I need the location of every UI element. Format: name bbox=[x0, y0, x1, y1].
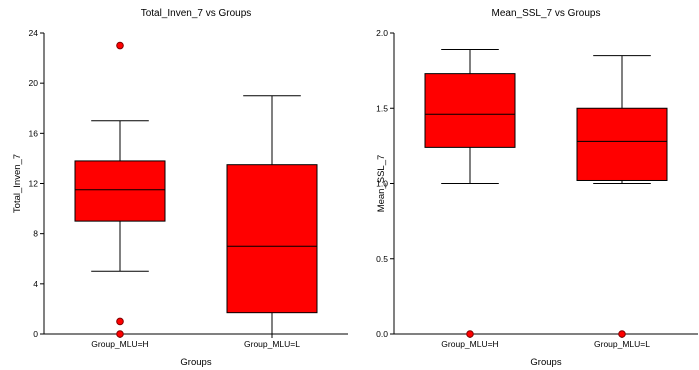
y-tick-label: 1.5 bbox=[376, 103, 388, 113]
y-tick-label: 0.0 bbox=[376, 329, 388, 339]
chart-title: Total_Inven_7 vs Groups bbox=[141, 8, 252, 19]
x-axis-label: Groups bbox=[180, 357, 211, 368]
x-tick-label: Group_MLU=H bbox=[91, 339, 148, 349]
y-tick-label: 1.0 bbox=[376, 179, 388, 189]
outlier-point bbox=[466, 330, 474, 338]
y-tick-label: 4 bbox=[33, 279, 38, 289]
chart-title: Mean_SSL_7 vs Groups bbox=[492, 8, 601, 19]
outlier-point bbox=[116, 41, 124, 50]
box-2 bbox=[226, 95, 318, 335]
chart-panel-1: Total_Inven_7 vs Groups 0 4 8 12 16 20 24 Group_… bbox=[12, 8, 348, 368]
y-axis-label: Total_Inven_7 bbox=[12, 154, 23, 213]
box-2 bbox=[576, 55, 668, 338]
x-tick-label: Group_MLU=L bbox=[244, 339, 300, 349]
box-1 bbox=[424, 49, 516, 338]
y-tick-label: 0 bbox=[33, 329, 38, 339]
outlier-point bbox=[116, 330, 124, 338]
y-tick-label: 2.0 bbox=[376, 28, 388, 38]
y-tick-label: 0.5 bbox=[376, 254, 388, 264]
y-tick-label: 20 bbox=[29, 78, 39, 88]
y-tick-label: 12 bbox=[29, 179, 39, 189]
x-axis-label: Groups bbox=[530, 357, 561, 368]
y-axis-label: Mean_SSL_7 bbox=[376, 155, 387, 213]
y-tick-label: 8 bbox=[33, 229, 38, 239]
x-tick-label: Group_MLU=L bbox=[594, 339, 650, 349]
y-tick-label: 24 bbox=[29, 28, 39, 38]
outlier-point bbox=[618, 330, 626, 338]
iqr-box bbox=[226, 164, 318, 314]
y-tick-label: 16 bbox=[29, 128, 39, 138]
box-1 bbox=[74, 41, 166, 338]
outlier-point bbox=[116, 317, 124, 326]
iqr-box bbox=[424, 73, 516, 148]
x-tick-label: Group_MLU=H bbox=[441, 339, 498, 349]
chart-panel-2: Mean_SSL_7 vs Groups 0.0 0.5 1.0 1.5 2.0 Group… bbox=[376, 8, 698, 368]
iqr-box bbox=[576, 107, 668, 181]
iqr-box bbox=[74, 160, 166, 222]
